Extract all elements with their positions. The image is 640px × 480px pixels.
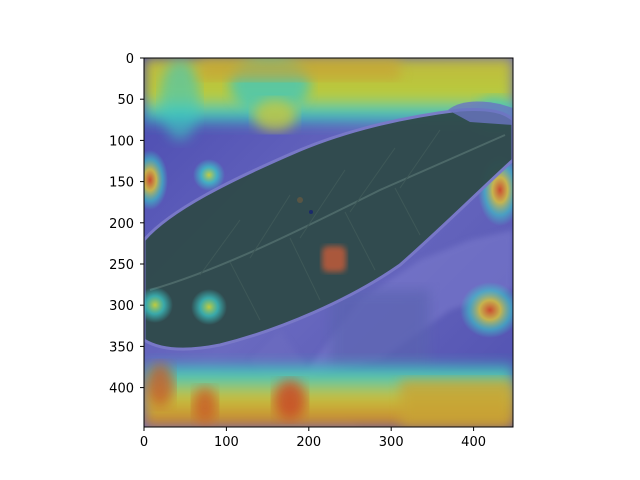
y-tick-label: 0 bbox=[126, 52, 134, 67]
heatmap-image bbox=[144, 58, 513, 427]
small-hot-spot bbox=[191, 289, 227, 325]
leaf-dark-dot bbox=[309, 210, 313, 214]
x-tick-label: 300 bbox=[379, 435, 404, 450]
y-tick-label: 200 bbox=[109, 217, 134, 232]
small-hot-spot bbox=[144, 287, 173, 323]
bottom-right-warm bbox=[400, 380, 513, 427]
y-tick-label: 350 bbox=[109, 340, 134, 355]
y-tick-label: 300 bbox=[109, 299, 134, 314]
bottom-hot-spot-3 bbox=[193, 387, 217, 423]
x-tick-label: 100 bbox=[214, 435, 239, 450]
background-patch bbox=[330, 290, 430, 370]
y-tick-label: 250 bbox=[109, 258, 134, 273]
leaf-vein bbox=[229, 261, 261, 321]
leaf-vein bbox=[289, 237, 321, 301]
top-warm-spot bbox=[253, 99, 297, 131]
axes-frame bbox=[143, 57, 514, 428]
y-axis: 0 50 100 150 200 250 300 350 400 bbox=[109, 52, 144, 397]
leaf-vein bbox=[249, 194, 291, 259]
y-tick-label: 50 bbox=[117, 93, 134, 108]
small-hot-spot bbox=[193, 159, 225, 191]
x-tick-label: 400 bbox=[461, 435, 486, 450]
top-heat-lobe-2 bbox=[160, 60, 200, 140]
y-tick-label: 150 bbox=[109, 176, 134, 191]
x-tick-label: 0 bbox=[140, 435, 148, 450]
top-warm-strip bbox=[200, 58, 400, 80]
bottom-hot-spot-2 bbox=[146, 363, 174, 407]
leaf-vein bbox=[344, 211, 376, 271]
leaf-vein bbox=[199, 219, 241, 276]
leaf-vein bbox=[399, 129, 441, 189]
x-axis: 0 100 200 300 400 bbox=[140, 427, 486, 450]
y-tick-label: 400 bbox=[109, 382, 134, 397]
y-tick-label: 100 bbox=[109, 134, 134, 149]
leaf-lesion bbox=[322, 246, 346, 272]
right-lower-hot-spot bbox=[460, 282, 513, 338]
leaf-small-spot bbox=[297, 197, 303, 203]
bottom-hot-spot bbox=[274, 380, 306, 420]
leaf-tip bbox=[448, 101, 513, 125]
leaf-vein bbox=[394, 187, 421, 236]
leaf-vein bbox=[349, 147, 396, 213]
leaf-vein bbox=[299, 169, 346, 239]
x-tick-label: 200 bbox=[296, 435, 321, 450]
leaf-midrib bbox=[149, 134, 506, 291]
left-hot-spot bbox=[144, 150, 168, 210]
